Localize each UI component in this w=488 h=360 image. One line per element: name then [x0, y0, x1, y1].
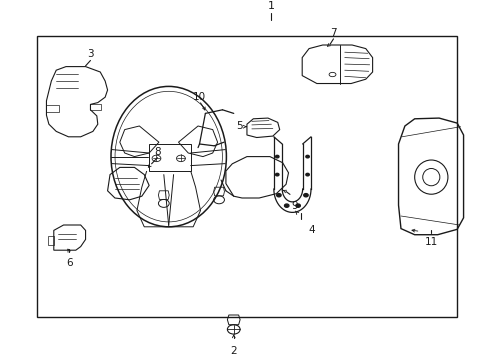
Text: 4: 4 [308, 225, 315, 235]
Text: 7: 7 [329, 28, 336, 38]
Ellipse shape [295, 204, 300, 207]
Text: 10: 10 [193, 91, 205, 102]
Ellipse shape [284, 204, 288, 207]
Text: 1: 1 [267, 1, 274, 11]
Ellipse shape [275, 174, 278, 176]
Ellipse shape [305, 156, 309, 158]
Text: 5: 5 [236, 121, 243, 131]
Text: 9: 9 [290, 201, 297, 211]
Bar [46, 105, 59, 112]
Text: 8: 8 [154, 147, 161, 157]
Text: 2: 2 [230, 346, 237, 356]
Bar [37, 36, 456, 317]
Text: 11: 11 [424, 237, 437, 247]
Ellipse shape [305, 174, 309, 176]
Text: 6: 6 [66, 258, 73, 269]
Bar [90, 104, 101, 110]
Text: 3: 3 [87, 49, 94, 59]
Ellipse shape [276, 194, 281, 197]
Ellipse shape [275, 156, 278, 158]
Ellipse shape [303, 194, 307, 197]
Bar [48, 236, 54, 245]
